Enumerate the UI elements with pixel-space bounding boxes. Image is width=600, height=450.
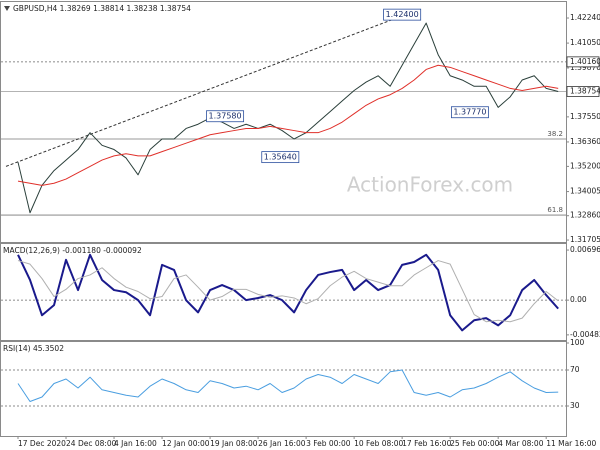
x-tick-label: 25 Feb 00:00 [450,439,499,448]
fib-label: 38.2 [547,130,563,138]
series-line [17,260,559,323]
series-line [17,369,559,402]
y-tick-label: 1.37550 [570,112,600,121]
series-line [17,22,559,214]
panel-frame [0,341,567,437]
annotation-box [451,106,489,119]
y-tick-label: 1.41050 [570,38,600,47]
x-tick-label: 19 Jan 08:00 [210,439,258,448]
level-label: 1.40160 [570,57,600,66]
panel-title: RSI(14) 45.3502 [3,344,64,353]
series-line [17,64,559,186]
panel-frame [0,1,567,243]
y-tick-label: 1.31705 [570,235,600,244]
price-annotation: 1.37580 [209,112,242,121]
y-tick-label: 0.00696 [570,245,600,254]
symbol-icon [4,6,10,11]
annotation-box [261,151,300,164]
y-tick-label: 1.35200 [570,161,600,170]
y-tick-label: 1.36360 [570,137,600,146]
x-tick-label: 17 Dec 2020 [18,439,66,448]
x-tick-label: 24 Dec 08:00 [66,439,117,448]
y-tick-label: 30 [570,401,580,410]
y-tick-label: 0.00 [570,295,587,304]
series-line [17,253,559,332]
annotation-box [206,110,245,123]
fib-label: 61.8 [547,206,563,214]
annotation-box [383,8,422,21]
level-label-box [566,56,600,68]
price-annotation: 1.37770 [453,108,486,117]
panel-title: MACD(12,26,9) -0.001180 -0.000092 [3,246,142,255]
x-tick-label: 4 Jan 16:00 [114,439,157,448]
price-annotation: 1.42400 [386,10,419,19]
level-label-box [566,86,600,97]
y-tick-label: 1.34005 [570,187,600,196]
watermark: ActionForex.com [347,173,513,197]
price-annotation: 1.35640 [264,153,297,162]
level-label: 1.38754 [570,86,600,95]
x-tick-label: 26 Jan 16:00 [258,439,306,448]
x-tick-label: 3 Feb 00:00 [306,439,351,448]
y-tick-label: 1.32860 [570,211,600,220]
x-tick-label: 4 Mar 08:00 [498,439,544,448]
trend-line [5,13,409,167]
x-tick-label: 11 Mar 16:00 [546,439,596,448]
y-tick-label: 100 [570,338,585,347]
y-tick-label: 1.39870 [570,63,600,72]
panel-title: GBPUSD,H4 1.38269 1.38814 1.38238 1.3875… [13,4,191,13]
y-tick-label: -0.004826 [570,330,600,339]
x-tick-label: 17 Feb 16:00 [402,439,451,448]
x-tick-label: 10 Feb 08:00 [354,439,403,448]
y-tick-label: 70 [570,365,580,374]
y-tick-label: 1.42240 [570,13,600,22]
x-tick-label: 12 Jan 00:00 [162,439,210,448]
panel-frame [0,243,567,341]
